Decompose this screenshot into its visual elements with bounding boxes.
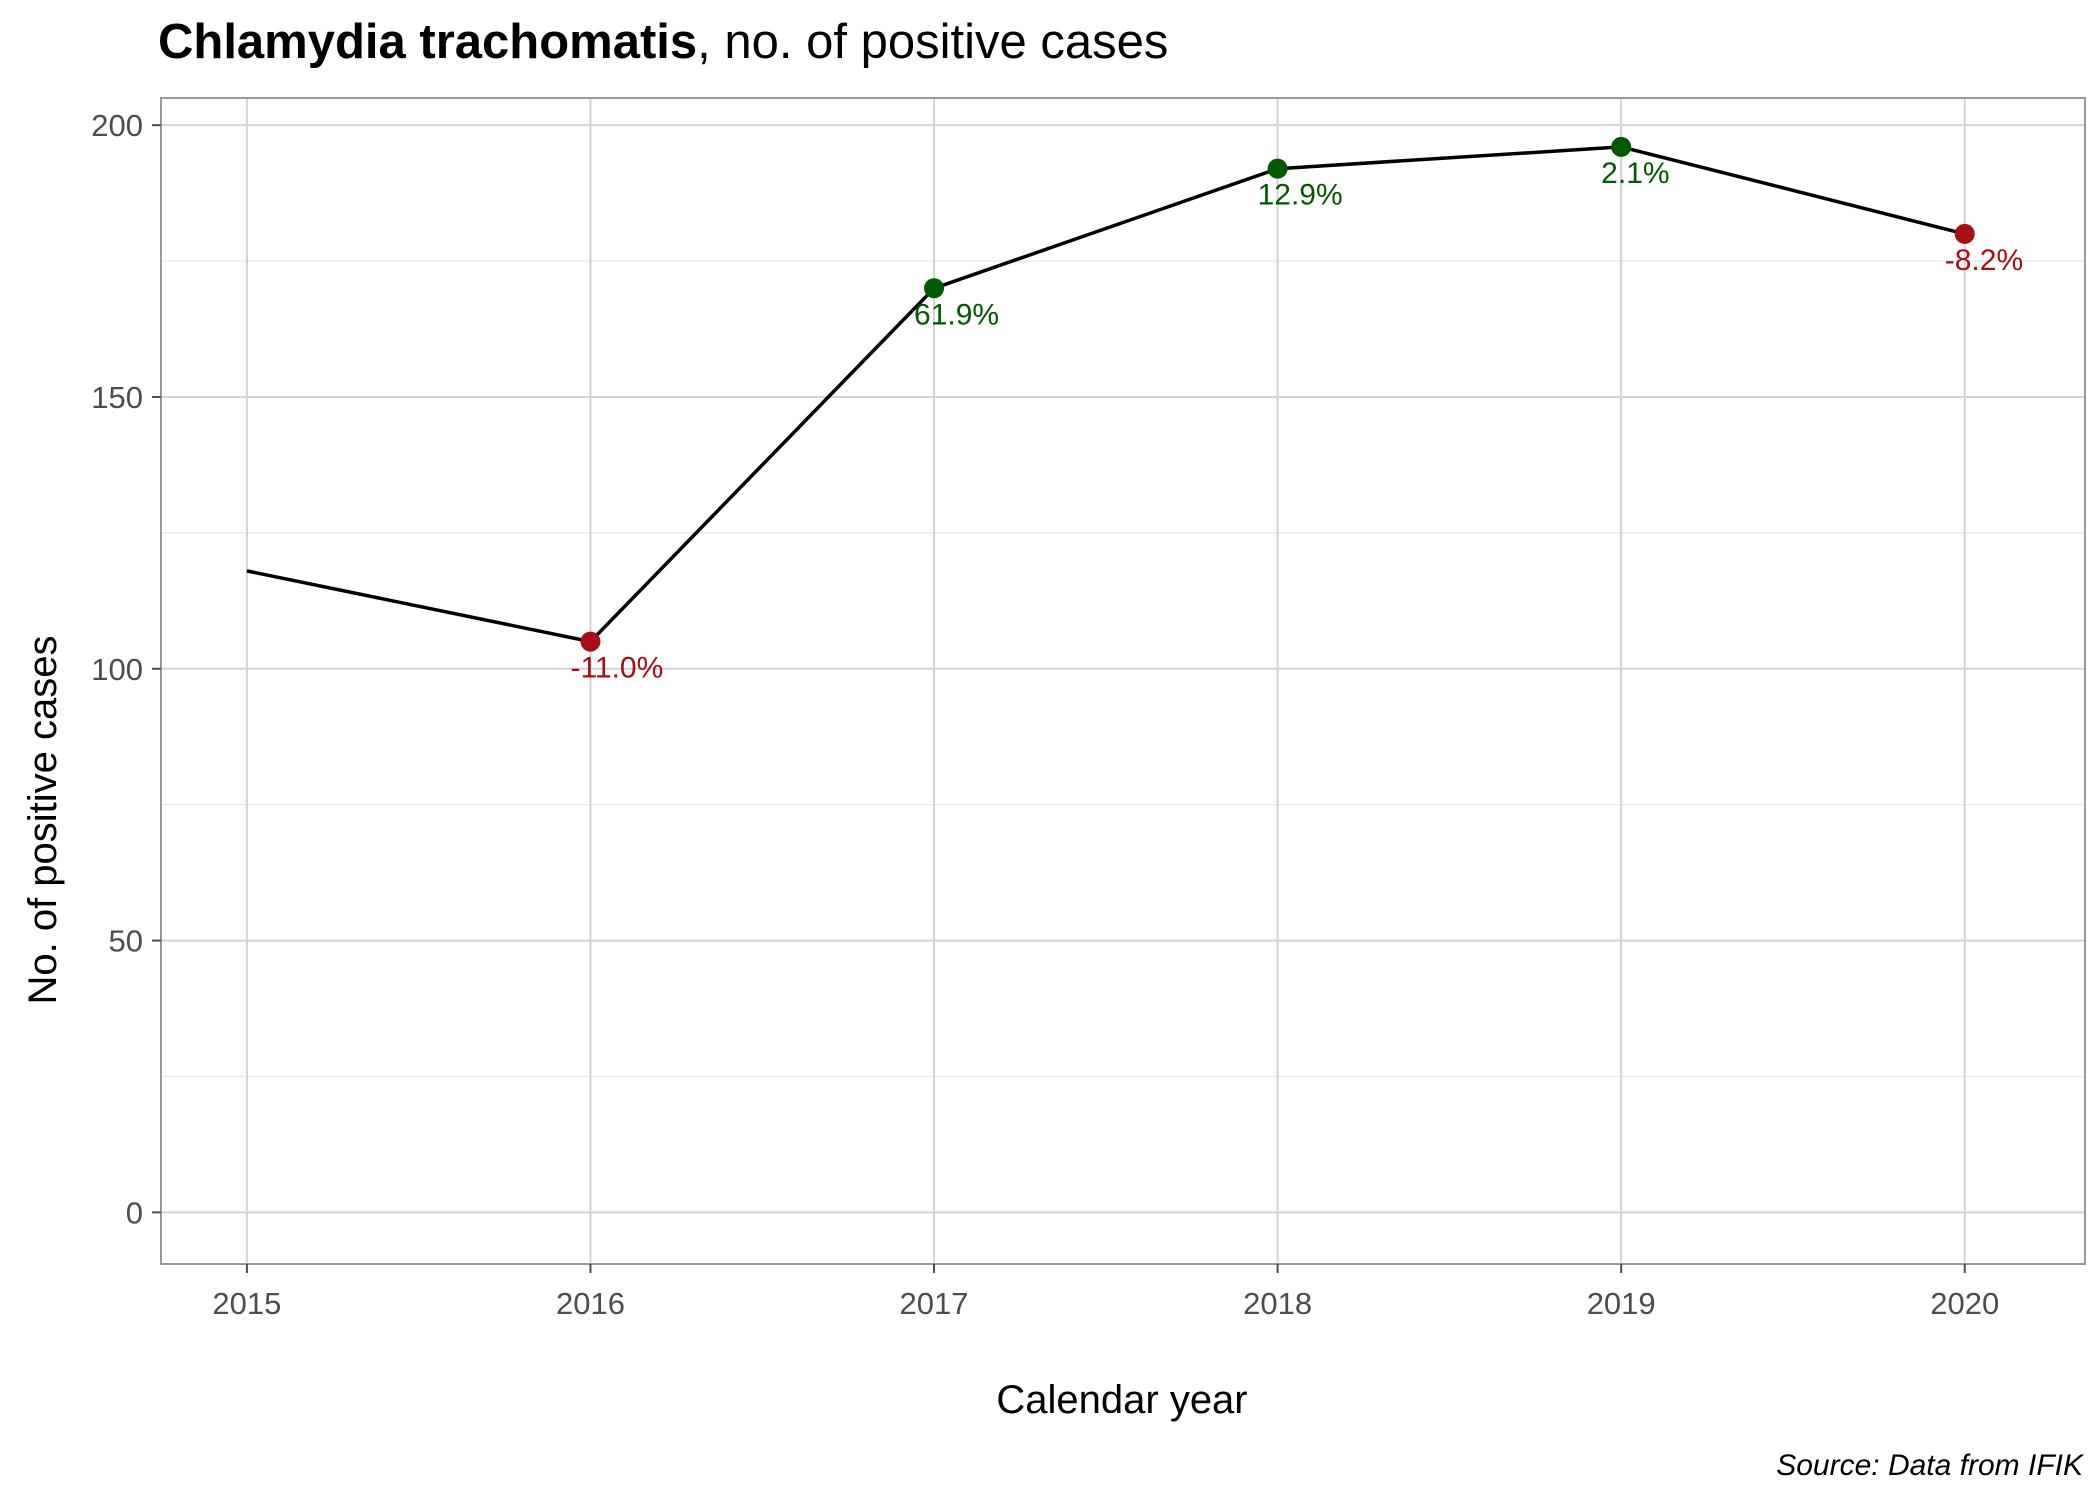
chart-title-bold: Chlamydia trachomatis — [158, 15, 697, 69]
data-point — [580, 631, 601, 652]
data-label: 61.9% — [914, 298, 999, 331]
source-caption: Source: Data from IFIK — [1776, 1449, 2085, 1482]
data-point — [1954, 223, 1975, 244]
data-point — [1267, 158, 1288, 179]
chart-title-rest: , no. of positive cases — [697, 15, 1168, 69]
chart-title: Chlamydia trachomatis, no. of positive c… — [158, 15, 1168, 69]
y-axis-ticks: 0 50 100 150 200 — [91, 108, 161, 1230]
x-tick-label: 2016 — [556, 1286, 625, 1321]
y-axis-title: No. of positive cases — [21, 635, 65, 1004]
x-tick-label: 2017 — [900, 1286, 969, 1321]
data-label: -8.2% — [1945, 244, 2023, 277]
minor-gridlines — [161, 260, 2085, 1078]
y-tick-label: 0 — [126, 1195, 143, 1230]
data-label: 12.9% — [1258, 179, 1343, 212]
y-tick-label: 150 — [91, 380, 143, 415]
data-labels: -11.0% 61.9% 12.9% 2.1% -8.2% — [570, 157, 2023, 685]
x-tick-label: 2018 — [1243, 1286, 1312, 1321]
x-tick-label: 2019 — [1587, 1286, 1656, 1321]
series-points — [580, 136, 1975, 652]
y-tick-label: 100 — [91, 652, 143, 687]
major-gridlines — [161, 98, 2085, 1264]
x-tick-label: 2020 — [1930, 1286, 1999, 1321]
y-tick-label: 50 — [109, 924, 143, 959]
series-line — [246, 145, 1966, 644]
data-label: 2.1% — [1601, 157, 1669, 190]
x-tick-label: 2015 — [212, 1286, 281, 1321]
plot-panel-border — [160, 97, 2086, 1265]
data-point — [924, 278, 945, 299]
data-label: -11.0% — [570, 652, 663, 685]
data-point — [1611, 136, 1632, 157]
x-axis-title: Calendar year — [996, 1378, 1247, 1422]
series-lines — [246, 145, 1966, 644]
x-axis-ticks: 2015 2016 2017 2018 2019 2020 — [212, 1264, 1999, 1321]
y-tick-label: 200 — [91, 108, 143, 143]
